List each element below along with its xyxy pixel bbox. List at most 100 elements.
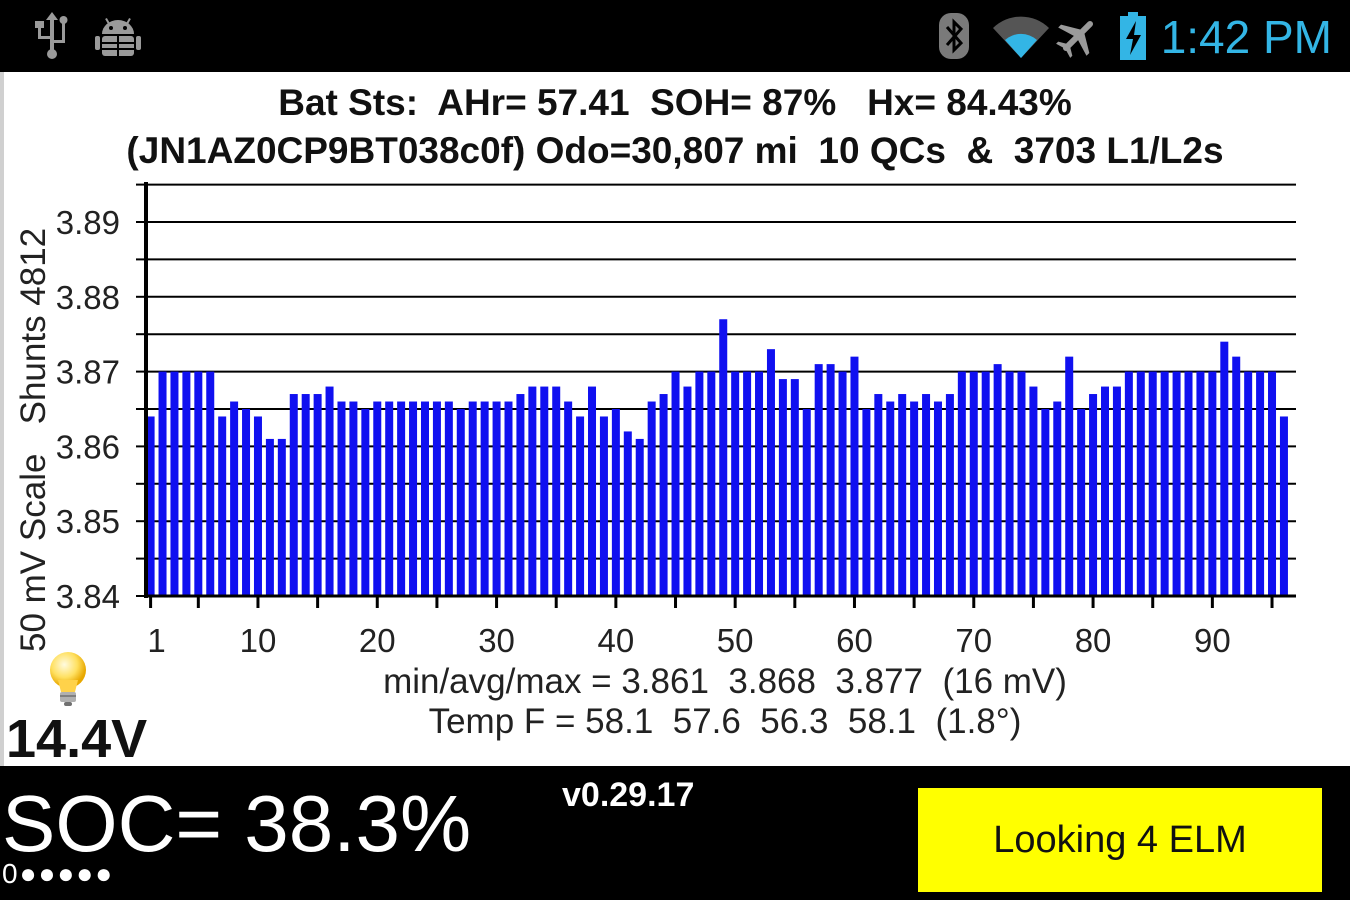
bar <box>432 401 441 596</box>
bar <box>420 401 429 596</box>
bar <box>218 416 227 596</box>
bar <box>659 394 668 596</box>
bar <box>361 409 370 596</box>
bar <box>862 409 871 596</box>
voltage-stats: min/avg/max = 3.861 3.868 3.877 (16 mV) <box>383 662 1067 701</box>
y-axis-label: 50 mV Scale Shunts 4812 <box>14 227 53 652</box>
bar <box>409 401 418 596</box>
bar <box>552 386 561 596</box>
airplane-icon <box>1054 0 1102 72</box>
bar <box>790 379 799 596</box>
bar <box>1184 371 1193 596</box>
bar <box>910 401 919 596</box>
bar <box>993 364 1002 596</box>
bar <box>1065 356 1074 596</box>
bar <box>945 394 954 596</box>
x-tick-label: 90 <box>1194 622 1231 659</box>
bar <box>385 401 394 596</box>
bar <box>528 386 537 596</box>
x-tick-label: 80 <box>1075 622 1112 659</box>
bar <box>623 431 632 596</box>
indicator-dots: 0●●●●● <box>2 858 115 889</box>
temperature-stats: Temp F = 58.1 57.6 56.3 58.1 (1.8°) <box>428 702 1022 741</box>
bar <box>1041 409 1050 596</box>
bar <box>778 379 787 596</box>
bar <box>957 371 966 596</box>
wifi-icon <box>990 0 1052 72</box>
bar <box>707 371 716 596</box>
bar <box>850 356 859 596</box>
bar <box>886 401 895 596</box>
bar <box>588 386 597 596</box>
y-tick-label: 3.88 <box>56 279 120 316</box>
status-bar: 1:42 PM <box>0 0 1350 72</box>
y-tick-label: 3.84 <box>56 578 120 615</box>
bar <box>1077 409 1086 596</box>
bar <box>349 401 358 596</box>
bar <box>671 371 680 596</box>
bar <box>1244 371 1253 596</box>
bar <box>599 416 608 596</box>
bar <box>373 401 382 596</box>
bar <box>1101 386 1109 596</box>
bar <box>933 401 942 596</box>
bar <box>158 371 167 596</box>
usb-icon <box>30 0 74 72</box>
bar <box>1148 371 1157 596</box>
bar <box>289 394 298 596</box>
bar <box>313 394 322 596</box>
bar <box>743 371 752 596</box>
bar <box>731 371 740 596</box>
bar <box>695 371 704 596</box>
bar <box>969 371 978 596</box>
y-tick-label: 3.89 <box>56 204 120 241</box>
bar <box>170 371 179 596</box>
bar <box>1196 371 1205 596</box>
bar <box>456 409 465 596</box>
x-tick-label: 30 <box>478 622 515 659</box>
bar <box>1005 371 1014 596</box>
x-tick-label: 1 <box>147 622 165 659</box>
bar <box>516 394 525 596</box>
bluetooth-icon <box>934 0 974 72</box>
lightbulb-icon[interactable] <box>44 650 92 713</box>
bar <box>444 401 453 596</box>
bar <box>755 371 764 596</box>
bar <box>1017 371 1026 596</box>
x-tick-label: 20 <box>359 622 396 659</box>
bar <box>337 401 346 596</box>
bar <box>647 401 656 596</box>
bar <box>898 394 907 596</box>
bar <box>301 394 310 596</box>
bar <box>1089 394 1098 596</box>
x-tick-label: 10 <box>240 622 277 659</box>
bar <box>1172 371 1181 596</box>
bar <box>242 409 251 596</box>
elm-connect-button[interactable]: Looking 4 ELM <box>918 788 1322 892</box>
bar <box>504 401 513 596</box>
bar <box>1160 371 1169 596</box>
android-debug-icon <box>92 0 144 72</box>
bar <box>194 371 203 596</box>
bar <box>277 438 286 596</box>
bar <box>540 386 549 596</box>
y-tick-label: 3.85 <box>56 503 120 540</box>
battery-charging-icon <box>1116 0 1150 72</box>
bar <box>230 401 239 596</box>
bar <box>1136 371 1145 596</box>
app-version: v0.29.17 <box>562 776 695 814</box>
bar <box>1208 371 1217 596</box>
bar <box>635 438 644 596</box>
bar <box>981 371 990 596</box>
bar <box>719 319 728 596</box>
bar <box>1279 416 1288 596</box>
bar <box>1112 386 1121 596</box>
aux-battery-voltage: 14.4V <box>6 709 148 769</box>
bar <box>146 416 155 596</box>
bar <box>1232 356 1241 596</box>
bar <box>480 401 489 596</box>
bar <box>265 438 274 596</box>
bar <box>838 371 847 596</box>
x-tick-label: 40 <box>598 622 635 659</box>
